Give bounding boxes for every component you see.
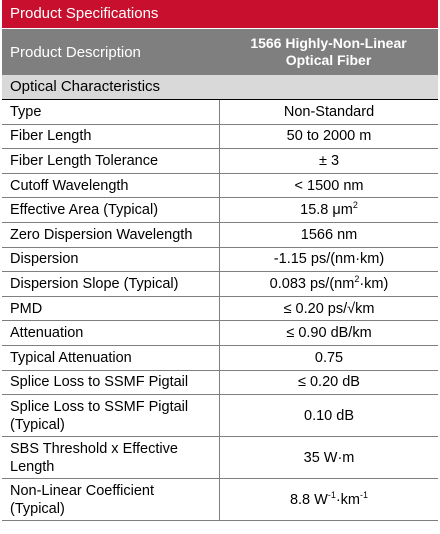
row-label: Type [2,100,220,125]
row-label: Attenuation [2,320,220,346]
row-value-text: 15.8 μm [300,202,353,219]
table-row: Type Non-Standard [2,100,438,125]
row-value-text: 0.083 ps/(nm [269,275,355,292]
table-row: Fiber Length Tolerance ± 3 [2,148,438,174]
row-value-superscript: 2 [354,274,360,285]
table-row: Splice Loss to SSMF Pigtail ≤ 0.20 dB [2,370,438,396]
row-value: 0.10 dB [219,394,438,438]
row-label: Effective Area (Typical) [2,197,220,223]
row-label-line2: (Typical) [10,500,65,517]
table-row: SBS Threshold x Effective Length 35 W·m [2,436,438,480]
row-value-superscript: 2 [352,200,358,211]
row-label: PMD [2,296,220,322]
section-title: Optical Characteristics [2,75,438,100]
row-label: Fiber Length [2,124,220,150]
row-value: ± 3 [219,148,438,174]
table-row: Non-Linear Coefficient (Typical) 8.8 W-1·… [2,478,438,522]
row-label: Non-Linear Coefficient (Typical) [2,478,220,522]
row-value: < 1500 nm [219,173,438,199]
table-row: Dispersion -1.15 ps/(nm·km) [2,247,438,273]
table-row: Zero Dispersion Wavelength 1566 nm [2,222,438,248]
row-label-line1: Splice Loss to SSMF Pigtail [10,398,189,415]
row-label: SBS Threshold x Effective Length [2,436,220,480]
row-label: Zero Dispersion Wavelength [2,222,220,248]
description-value-line1: 1566 Highly-Non-Linear [250,35,407,51]
row-value: 15.8 μm2 [219,197,438,223]
row-value: 35 W·m [219,436,438,480]
row-value: ≤ 0.20 ps/√km [219,296,438,322]
row-label: Splice Loss to SSMF Pigtail (Typical) [2,394,220,438]
table-row: Effective Area (Typical) 15.8 μm2 [2,197,438,223]
description-value: 1566 Highly-Non-Linear Optical Fiber [219,29,438,75]
table-title: Product Specifications [2,0,438,28]
row-value: 0.75 [219,345,438,371]
row-value: 1566 nm [219,222,438,248]
description-row: Product Description 1566 Highly-Non-Line… [2,28,438,75]
spec-table: Product Specifications Product Descripti… [2,0,438,522]
row-value: -1.15 ps/(nm·km) [219,247,438,273]
row-value-text: 8.8 W [289,491,328,508]
row-label: Dispersion [2,247,220,273]
row-label: Fiber Length Tolerance [2,148,220,174]
table-row: PMD ≤ 0.20 ps/√km [2,296,438,322]
row-value-superscript: -1 [327,489,336,500]
row-label: Cutoff Wavelength [2,173,220,199]
row-label-line2: (Typical) [10,416,65,433]
row-label-line2: Length [10,458,55,475]
row-value: Non-Standard [219,100,438,125]
table-row: Cutoff Wavelength < 1500 nm [2,173,438,199]
table-row: Fiber Length 50 to 2000 m [2,124,438,150]
spec-rows: Type Non-Standard Fiber Length 50 to 200… [2,100,438,522]
table-row: Attenuation ≤ 0.90 dB/km [2,320,438,346]
row-value-text: ·km [335,491,361,508]
row-label: Typical Attenuation [2,345,220,371]
row-value: 0.083 ps/(nm2·km) [219,271,438,297]
row-label: Dispersion Slope (Typical) [2,271,220,297]
row-value-superscript: -1 [360,489,369,500]
row-label-line1: SBS Threshold x Effective [10,440,178,457]
table-row: Dispersion Slope (Typical) 0.083 ps/(nm2… [2,271,438,297]
description-label: Product Description [10,43,141,61]
row-value: 50 to 2000 m [219,124,438,150]
table-row: Splice Loss to SSMF Pigtail (Typical) 0.1… [2,394,438,438]
row-label: Splice Loss to SSMF Pigtail [2,370,220,396]
row-label-line1: Non-Linear Coefficient [10,482,155,499]
row-value: ≤ 0.20 dB [219,370,438,396]
table-row: Typical Attenuation 0.75 [2,345,438,371]
row-value-text: ·km) [359,275,389,292]
row-value: ≤ 0.90 dB/km [219,320,438,346]
description-value-line2: Optical Fiber [285,52,372,68]
row-value: 8.8 W-1·km-1 [219,478,438,522]
